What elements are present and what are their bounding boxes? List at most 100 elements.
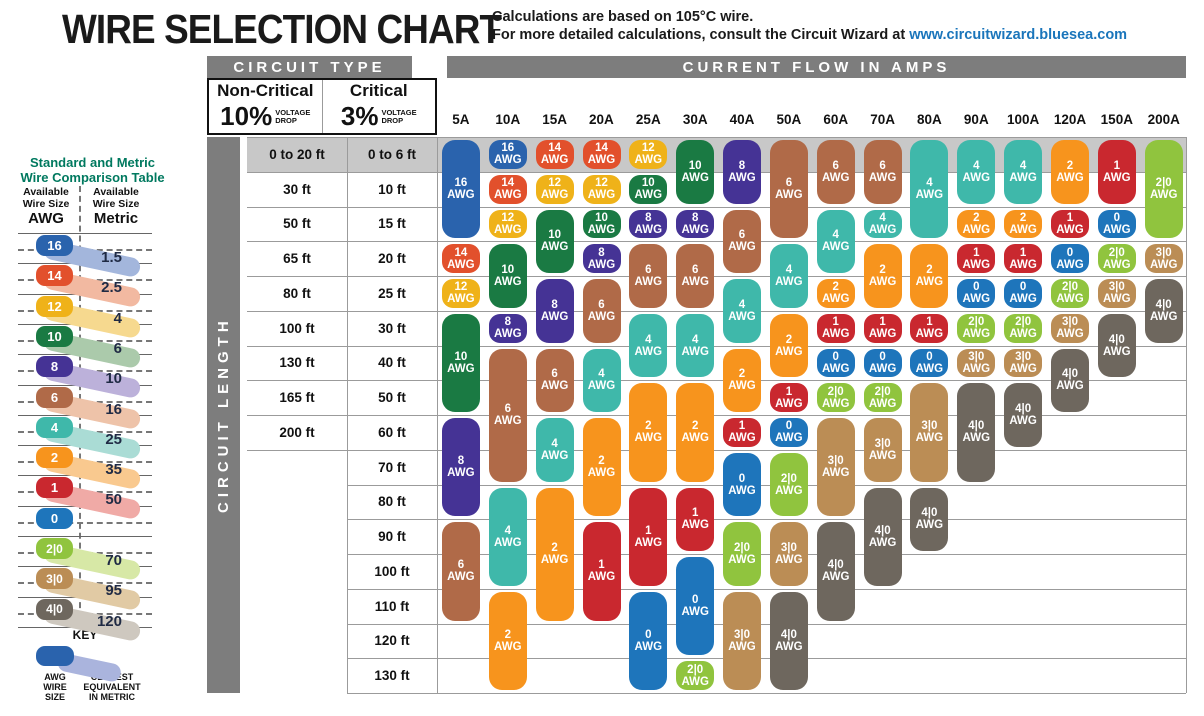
metric-value: 50 [105,491,122,509]
critical-label: Critical [349,81,408,100]
amp-header-200A: 200A [1147,112,1180,127]
sidebar-awg-pill-3|0: 3|0 [36,568,73,590]
wire-pill-200A-3|0: 3|0 AWG [1144,244,1183,274]
note-line2: For more detailed calculations, consult … [492,27,1128,43]
wire-pill-25A-8: 8 AWG [629,209,668,239]
wire-comparison-sidebar: Standard and Metric Wire Comparison Table… [0,0,205,716]
gridline-row [437,449,1186,451]
wire-pill-5A-14: 14 AWG [441,244,480,274]
length-label-critical: 25 ft [378,285,406,301]
wire-pill-50A-3|0: 3|0 AWG [769,522,808,586]
length-label-noncritical: 0 to 20 ft [269,146,325,162]
wire-pill-70A-6: 6 AWG [863,140,902,204]
amp-header-10A: 10A [495,112,521,127]
length-label-noncritical: 65 ft [283,251,311,267]
gridline-row [437,484,1186,486]
wire-pill-80A-1: 1 AWG [910,313,949,343]
gridline-row [437,415,1186,416]
wire-pill-90A-4: 4 AWG [957,140,996,204]
sidebar-awg-pill-4: 4 [36,416,73,438]
gridline-row [437,276,1186,277]
wire-pill-120A-4|0: 4|0 AWG [1051,348,1089,412]
sidebar-awg-pill-8: 8 [36,356,73,378]
wire-pill-100A-4: 4 AWG [1004,140,1043,204]
wire-pill-15A-10: 10 AWG [535,209,574,273]
sidebar-awg-pill-2|0: 2|0 [36,538,73,559]
wire-pill-80A-0: 0 AWG [910,348,949,378]
key-title: KEY [72,628,98,642]
metric-value: 25 [105,430,122,448]
wire-pill-25A-2: 2 AWG [629,383,668,482]
metric-value: 70 [105,552,122,569]
amp-header-25A: 25A [635,112,661,127]
wire-pill-50A-4: 4 AWG [769,244,808,308]
wire-pill-70A-2: 2 AWG [863,244,902,308]
gridline-row-critical [347,449,437,451]
gridline-row [437,241,1186,243]
gridline-row-critical [347,693,437,694]
wire-pill-10A-6: 6 AWG [488,348,527,482]
gridline-row-noncritical [247,171,347,173]
length-label-critical: 20 ft [378,251,406,267]
voltage-drop-small-label: VOLTAGE DROP [381,107,417,125]
wire-pill-60A-6: 6 AWG [816,140,855,204]
amp-header-15A: 15A [542,112,567,127]
wire-pill-120A-1: 1 AWG [1051,209,1089,239]
gridline-row [437,658,1186,660]
gridline-row-noncritical [247,415,347,416]
wire-pill-40A-8: 8 AWG [723,140,761,204]
wire-pill-20A-14: 14 AWG [582,140,621,169]
wire-pill-20A-6: 6 AWG [582,279,621,343]
sidebar-awg-pill-14: 14 [36,265,73,287]
wire-pill-10A-16: 16 AWG [488,140,527,169]
wire-pill-100A-3|0: 3|0 AWG [1004,348,1043,378]
wire-pill-100A-4|0: 4|0 AWG [1004,383,1043,447]
gridline-row [437,588,1186,590]
gridline-row [437,623,1186,625]
length-label-critical: 15 ft [378,216,406,232]
wire-pill-150A-2|0: 2|0 AWG [1097,244,1136,274]
wire-pill-25A-10: 10 AWG [629,174,668,204]
gridline-row [437,380,1186,382]
wire-pill-20A-8: 8 AWG [582,244,621,274]
gridline-row [437,345,1186,347]
circuit-wizard-link[interactable]: www.circuitwizard.bluesea.com [909,27,1128,43]
key-awg-label: AWG WIRE SIZE [43,672,67,702]
wire-pill-90A-2: 2 AWG [957,209,996,239]
gridline-row-noncritical [247,380,347,382]
sidebar-col-header-metric: Available Wire Size Metric [92,186,140,227]
gridline-row-noncritical [247,449,347,451]
amp-header-90A: 90A [963,112,989,127]
wire-pill-10A-10: 10 AWG [488,244,527,308]
wire-pill-100A-1: 1 AWG [1004,244,1043,274]
wire-pill-5A-6: 6 AWG [441,522,480,621]
gridline-row [437,206,1186,208]
gridline-row-noncritical [247,137,347,138]
gridline-row-critical [347,206,437,208]
length-label-noncritical: 165 ft [279,390,315,406]
wire-pill-5A-16: 16 AWG [441,140,480,239]
wire-pill-10A-4: 4 AWG [488,487,527,586]
gridline-row-critical [347,588,437,590]
wire-pill-50A-2|0: 2|0 AWG [769,452,808,517]
gridline-row [437,137,1186,138]
circuit-type-header: CIRCUIT TYPE [207,56,412,78]
gridline-row-critical [347,171,437,173]
wire-pill-90A-1: 1 AWG [957,244,996,274]
length-label-critical: 110 ft [374,598,410,614]
length-label-critical: 90 ft [378,529,406,545]
key-awg-pill [36,646,74,666]
sidebar-row-separator [18,233,152,234]
length-label-noncritical: 30 ft [283,181,311,197]
voltage-drop-small-label: VOLTAGE DROP [275,107,311,125]
wire-pill-50A-6: 6 AWG [769,140,808,239]
metric-value: 120 [96,612,122,630]
divider-labels-amps [437,137,438,693]
length-label-critical: 80 ft [378,494,406,510]
length-label-critical: 70 ft [378,459,406,475]
wire-pill-70A-4|0: 4|0 AWG [863,487,902,586]
wire-pill-10A-14: 14 AWG [488,174,527,204]
gridline-row [437,171,1186,173]
length-label-critical: 10 ft [378,181,406,197]
wire-pill-50A-1: 1 AWG [769,383,808,413]
